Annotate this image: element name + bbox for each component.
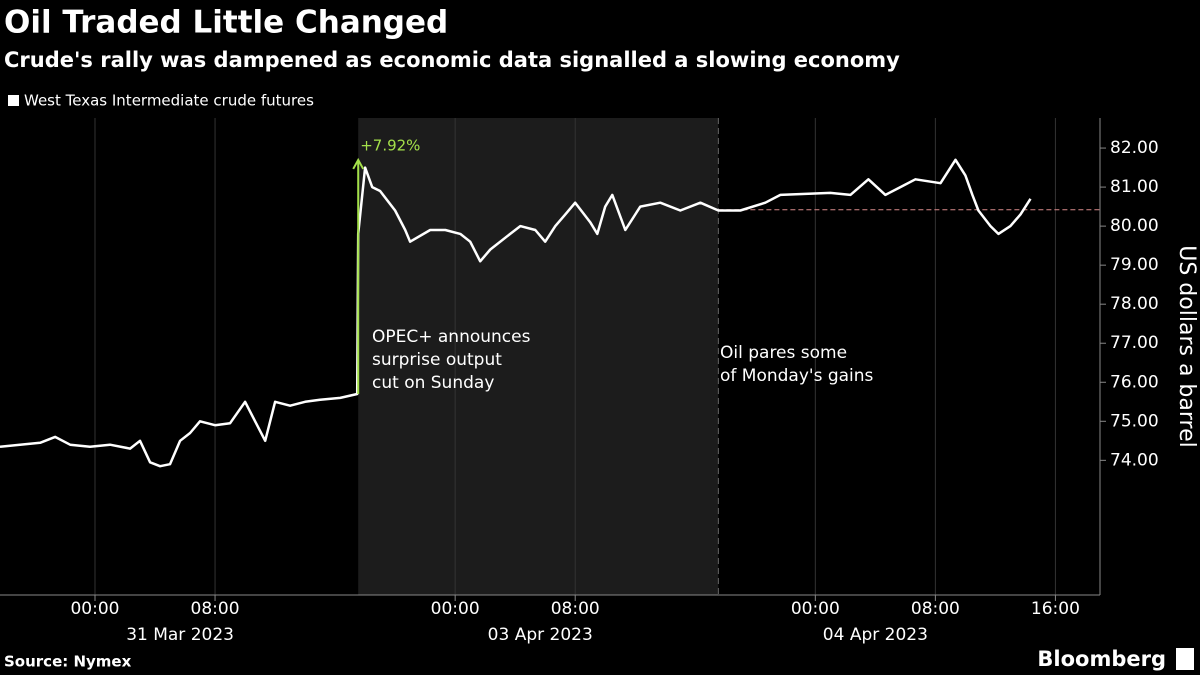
x-tick-label: 16:00 xyxy=(1031,599,1080,619)
change-arrowhead xyxy=(352,157,365,170)
y-tick-label: 78.00 xyxy=(1110,294,1159,314)
x-tick-label: 00:00 xyxy=(70,599,119,619)
chart-subtitle: Crude's rally was dampened as economic d… xyxy=(4,48,900,72)
brand: Bloomberg xyxy=(1037,647,1166,671)
x-date-label: 04 Apr 2023 xyxy=(823,625,928,645)
y-tick-label: 79.00 xyxy=(1110,255,1159,275)
y-tick-label: 74.00 xyxy=(1110,450,1159,470)
annotation: OPEC+ announces xyxy=(372,327,531,347)
x-tick-label: 08:00 xyxy=(551,599,600,619)
source: Source: Nymex xyxy=(4,653,132,671)
y-axis-title: US dollars a barrel xyxy=(1174,245,1199,447)
annotation: Oil pares some xyxy=(720,343,847,363)
price-line xyxy=(0,158,1032,468)
x-tick-label: 08:00 xyxy=(911,599,960,619)
y-tick-label: 77.00 xyxy=(1110,333,1159,353)
x-tick-label: 08:00 xyxy=(191,599,240,619)
x-tick-label: 00:00 xyxy=(791,599,840,619)
shaded-region xyxy=(358,118,719,595)
brand-icon xyxy=(1176,648,1194,670)
y-tick-label: 80.00 xyxy=(1110,216,1159,236)
y-tick-label: 81.00 xyxy=(1110,177,1159,197)
y-tick-label: 75.00 xyxy=(1110,411,1159,431)
change-label: +7.92% xyxy=(360,136,420,154)
y-tick-label: 76.00 xyxy=(1110,372,1159,392)
y-tick-label: 82.00 xyxy=(1110,138,1159,158)
annotation: cut on Sunday xyxy=(372,373,494,393)
legend-swatch xyxy=(8,95,19,106)
x-date-label: 31 Mar 2023 xyxy=(126,625,234,645)
legend-label: West Texas Intermediate crude futures xyxy=(24,92,314,110)
x-tick-label: 00:00 xyxy=(431,599,480,619)
x-date-label: 03 Apr 2023 xyxy=(488,625,593,645)
annotation: of Monday's gains xyxy=(720,366,874,386)
chart-title: Oil Traded Little Changed xyxy=(4,5,448,41)
annotation: surprise output xyxy=(372,350,502,370)
